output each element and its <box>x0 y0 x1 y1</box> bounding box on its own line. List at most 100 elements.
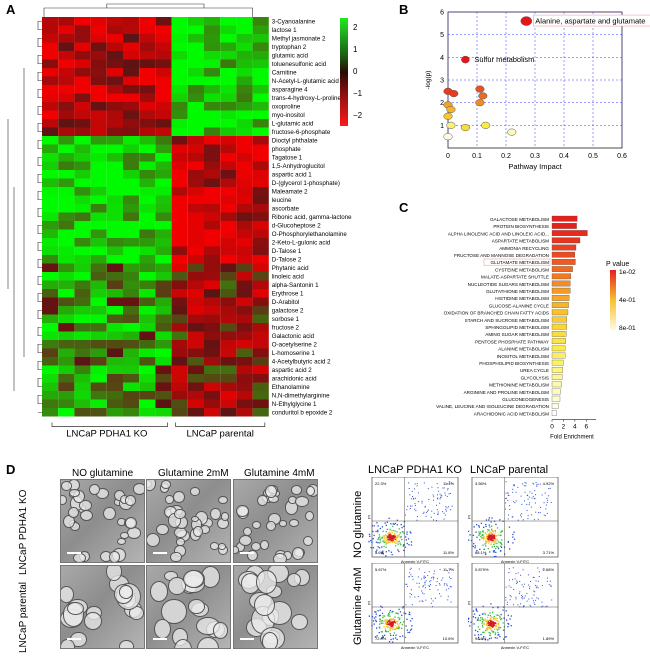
heatmap-cell <box>220 42 237 51</box>
heatmap-cell <box>171 272 188 281</box>
heatmap-row-label: fructose-6-phosphate <box>272 129 331 136</box>
heatmap-cell <box>187 119 204 128</box>
heatmap-cell <box>42 229 59 238</box>
heatmap-cell <box>106 187 123 196</box>
heatmap-cell <box>139 17 156 26</box>
heatmap-cell <box>90 204 107 213</box>
heatmap-cell <box>74 178 91 187</box>
heatmap-cell <box>90 221 107 230</box>
heatmap-cell <box>74 170 91 179</box>
heatmap-cell <box>123 68 140 77</box>
enrichment-category-label: ALPHA LINOLENIC ACID AND LINOLEIC ACID..… <box>448 231 549 236</box>
enrichment-category-label: PENTOSE PHOSPHATE PATHWAY <box>475 339 549 344</box>
heatmap-cell <box>204 144 221 153</box>
heatmap-cell <box>236 34 253 43</box>
panel-letter-c: C <box>399 200 409 215</box>
heatmap-cell <box>106 323 123 332</box>
scatter-point-label: Alanine, aspartate and glutamate <box>535 17 645 26</box>
heatmap-row-label: L-glutamic acid <box>272 121 314 128</box>
heatmap-row-label: phosphate <box>272 146 301 153</box>
heatmap-row-label: D-Talose 2 <box>272 257 302 264</box>
heatmap-cell <box>58 144 75 153</box>
heatmap-cell <box>123 187 140 196</box>
heatmap-cell <box>123 17 140 26</box>
heatmap-cell <box>252 306 269 315</box>
enrichment-category-label: VALINE, LEUCINE AND ISOLEUCINE DEGRADATI… <box>436 404 549 409</box>
heatmap-cell <box>139 93 156 102</box>
flow-quadrant-q4: 1.89% <box>543 636 555 641</box>
heatmap-cell <box>139 161 156 170</box>
heatmap-cell <box>220 263 237 272</box>
flow-axis-x: Annexin V-FITC <box>401 645 429 650</box>
heatmap-row-label: L-homoserine 1 <box>272 350 316 357</box>
heatmap-cell <box>42 153 59 162</box>
heatmap-cell <box>204 399 221 408</box>
heatmap-cell <box>74 229 91 238</box>
heatmap-cell <box>90 255 107 264</box>
heatmap-cell <box>58 25 75 34</box>
heatmap-cell <box>123 289 140 298</box>
heatmap-cell <box>139 76 156 85</box>
heatmap-cell <box>252 382 269 391</box>
heatmap-cell <box>58 85 75 94</box>
heatmap-cell <box>139 144 156 153</box>
heatmap-cell <box>74 17 91 26</box>
heatmap-cell <box>90 280 107 289</box>
heatmap-cell <box>187 246 204 255</box>
heatmap-cell <box>139 153 156 162</box>
scatter-xtick: 0.5 <box>588 153 598 160</box>
heatmap-cell <box>171 42 188 51</box>
heatmap-cell <box>204 357 221 366</box>
heatmap-cell <box>252 178 269 187</box>
heatmap-cell <box>106 374 123 383</box>
heatmap-cell <box>171 221 188 230</box>
heatmap-cell <box>155 187 172 196</box>
heatmap-cell <box>252 391 269 400</box>
heatmap-cell <box>123 331 140 340</box>
heatmap-cell <box>123 127 140 136</box>
heatmap-cell <box>123 195 140 204</box>
heatmap-cell <box>123 212 140 221</box>
heatmap-cell <box>90 187 107 196</box>
heatmap-cell <box>155 212 172 221</box>
heatmap-cell <box>74 408 91 417</box>
heatmap-cell <box>106 42 123 51</box>
heatmap-cell <box>90 153 107 162</box>
heatmap-cell <box>187 263 204 272</box>
heatmap-cell <box>90 170 107 179</box>
heatmap-cell <box>171 399 188 408</box>
heatmap-cell <box>106 136 123 145</box>
heatmap-cell <box>74 374 91 383</box>
heatmap-cell <box>123 391 140 400</box>
panel-letter-d: D <box>6 462 16 477</box>
heatmap-cell <box>155 93 172 102</box>
enrichment-category-label: PROTEIN BIOSYNTHESIS <box>493 224 549 229</box>
heatmap-cell <box>252 119 269 128</box>
heatmap-cell <box>123 102 140 111</box>
heatmap-cell <box>252 263 269 272</box>
scatter-point <box>460 124 470 132</box>
heatmap-cell <box>187 59 204 68</box>
heatmap-cell <box>236 221 253 230</box>
heatmap-cell <box>42 161 59 170</box>
heatmap-cell <box>155 42 172 51</box>
pvalue-legend-tick: 1e-02 <box>619 269 636 276</box>
heatmap-row-label: Galactonic acid <box>272 333 315 340</box>
heatmap-cell <box>42 340 59 349</box>
heatmap-cell <box>220 161 237 170</box>
micro-col-label-2: Glutamine 4mM <box>244 468 315 479</box>
heatmap-cell <box>106 399 123 408</box>
heatmap-cell <box>204 187 221 196</box>
scatter-point <box>446 121 456 129</box>
heatmap-cell <box>58 119 75 128</box>
heatmap-cell <box>187 306 204 315</box>
heatmap-cell <box>58 187 75 196</box>
heatmap-cell <box>106 272 123 281</box>
enrichment-bar <box>551 273 572 280</box>
heatmap-cell <box>123 170 140 179</box>
heatmap-cell <box>220 204 237 213</box>
heatmap-cell <box>123 136 140 145</box>
heatmap-cell <box>58 331 75 340</box>
heatmap-cell <box>74 153 91 162</box>
heatmap-cell <box>106 127 123 136</box>
